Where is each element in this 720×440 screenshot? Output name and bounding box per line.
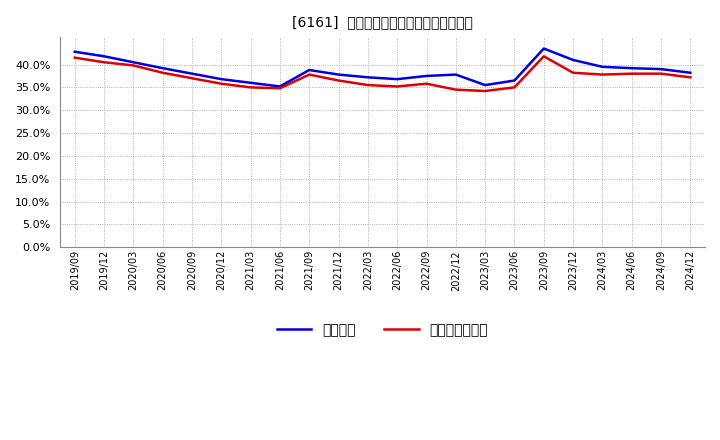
固定比率 (422, 73, 431, 79)
固定比率 (100, 54, 109, 59)
固定長期適合率 (481, 88, 490, 94)
固定比率 (686, 70, 695, 75)
固定比率 (481, 82, 490, 88)
固定比率 (71, 49, 79, 55)
固定長期適合率 (539, 54, 548, 59)
固定長期適合率 (246, 85, 255, 90)
固定長期適合率 (451, 87, 460, 92)
固定長期適合率 (657, 71, 665, 76)
固定長期適合率 (71, 55, 79, 60)
固定比率 (657, 66, 665, 72)
固定比率 (188, 71, 197, 76)
固定長期適合率 (158, 70, 167, 75)
Line: 固定比率: 固定比率 (75, 48, 690, 87)
固定長期適合率 (334, 78, 343, 83)
固定比率 (129, 59, 138, 65)
固定比率 (627, 66, 636, 71)
固定長期適合率 (393, 84, 402, 89)
固定長期適合率 (305, 72, 314, 77)
固定比率 (539, 46, 548, 51)
Title: [6161]  固定比率、固定長期適合率の推移: [6161] 固定比率、固定長期適合率の推移 (292, 15, 473, 29)
固定長期適合率 (217, 81, 225, 86)
固定長期適合率 (422, 81, 431, 86)
Legend: 固定比率, 固定長期適合率: 固定比率, 固定長期適合率 (271, 317, 494, 342)
固定比率 (451, 72, 460, 77)
固定比率 (158, 66, 167, 71)
固定比率 (393, 77, 402, 82)
固定長期適合率 (627, 71, 636, 76)
固定長期適合率 (129, 63, 138, 68)
固定長期適合率 (598, 72, 607, 77)
固定比率 (510, 78, 519, 83)
固定比率 (246, 80, 255, 85)
Line: 固定長期適合率: 固定長期適合率 (75, 56, 690, 91)
固定比率 (569, 57, 577, 62)
固定長期適合率 (276, 86, 284, 91)
固定比率 (276, 84, 284, 89)
固定長期適合率 (569, 70, 577, 75)
固定比率 (334, 72, 343, 77)
固定長期適合率 (364, 82, 372, 88)
固定比率 (305, 67, 314, 73)
固定比率 (364, 75, 372, 80)
固定比率 (217, 77, 225, 82)
固定長期適合率 (188, 76, 197, 81)
固定長期適合率 (686, 75, 695, 80)
固定比率 (598, 64, 607, 70)
固定長期適合率 (100, 59, 109, 65)
固定長期適合率 (510, 85, 519, 90)
